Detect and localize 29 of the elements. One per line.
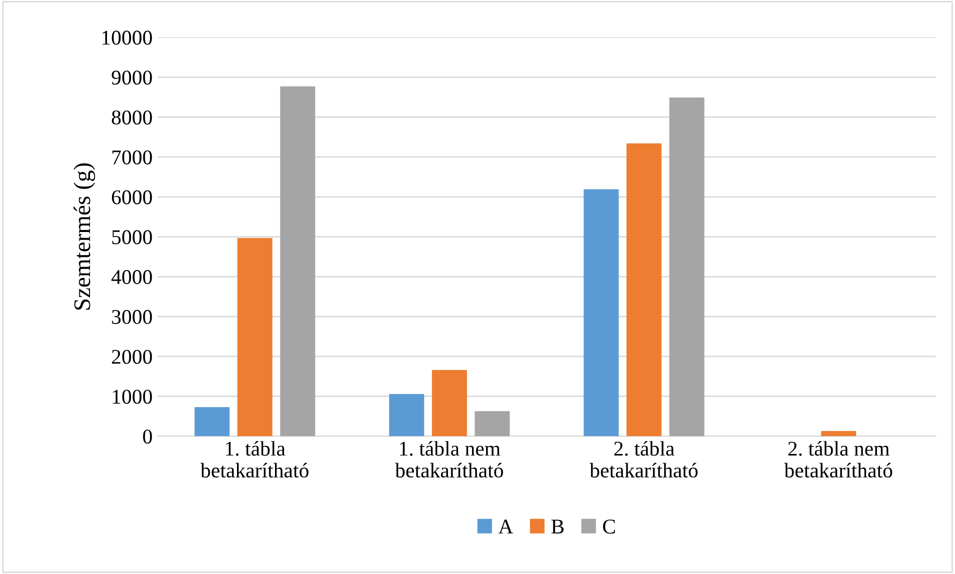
y-tick-label: 8000	[112, 110, 152, 125]
bar	[237, 238, 272, 436]
bar	[584, 189, 619, 436]
y-tick-label: 6000	[112, 190, 152, 204]
bar	[626, 143, 662, 436]
y-tick-label: 3000	[112, 310, 152, 324]
y-tick-label: 4000	[111, 270, 152, 284]
y-tick-label: 7000	[112, 150, 152, 164]
y-tick-label: 10000	[102, 30, 152, 45]
bar	[821, 431, 856, 436]
bar	[389, 394, 424, 436]
bar	[280, 86, 316, 436]
bar	[432, 370, 467, 436]
x-tick-label: 2. tábla nem betakarítható	[784, 441, 892, 478]
legend-label: C	[603, 520, 615, 534]
y-tick-label: 1000	[112, 390, 152, 404]
y-axis-title: Szemtermés (g)	[74, 163, 96, 310]
x-tick-label: 2. tábla betakarítható	[590, 441, 698, 478]
y-tick-label: 9000	[112, 70, 152, 85]
y-tick-label: 2000	[112, 350, 152, 364]
bar	[194, 407, 230, 436]
y-tick-label: 5000	[112, 230, 152, 244]
x-tick-label: 1. tábla nem betakarítható	[395, 441, 504, 478]
legend-label: A	[498, 520, 514, 534]
bar	[474, 411, 510, 436]
x-tick-label: 1. tábla betakarítható	[200, 441, 308, 478]
y-tick-label: 0	[143, 430, 152, 444]
bar	[669, 98, 704, 436]
legend-label: B	[551, 520, 564, 534]
